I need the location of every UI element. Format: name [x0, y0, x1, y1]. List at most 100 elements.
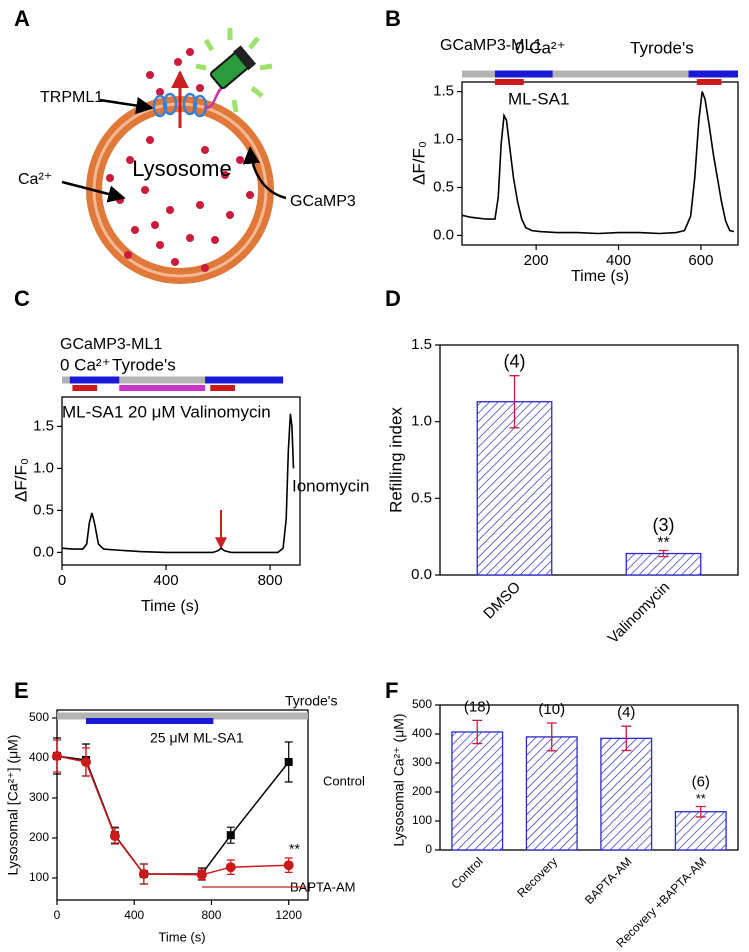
protocol-bar: [696, 79, 722, 85]
error-bar: [472, 719, 483, 745]
calcium-dot: [196, 201, 204, 209]
calcium-dot: [151, 221, 159, 229]
y-tick-label: 0: [425, 842, 432, 856]
channel-label: TRPML1: [40, 89, 103, 106]
x-tick-label: BAPTA-AM: [582, 854, 635, 907]
protocol-bar: [57, 712, 308, 720]
protocol-bar: [205, 376, 284, 384]
x-tick-label: Control: [448, 854, 485, 891]
x-tick-label: 0: [54, 908, 61, 922]
organelle-label: Lysosome: [132, 156, 231, 181]
n-label: (10): [538, 701, 565, 718]
y-tick-label: 1.5: [433, 83, 454, 100]
y-tick-label: 0.0: [411, 566, 432, 583]
bar: [476, 401, 553, 576]
significance: **: [696, 791, 706, 806]
y-tick-label: 1.0: [411, 413, 432, 430]
annotation: 0 Ca²⁺: [60, 355, 111, 374]
calcium-dots: [106, 48, 254, 272]
protocol-bar: [119, 385, 206, 391]
error-bar: [509, 375, 520, 429]
annotation: Tyrode's: [112, 355, 176, 374]
trpml1-pointer: [99, 96, 154, 115]
error-bar: [546, 722, 557, 752]
calcium-dot: [236, 156, 244, 164]
y-tick-label: 400: [412, 726, 432, 740]
x-tick-label: 1200: [275, 908, 302, 922]
series-label: BAPTA-AM: [290, 879, 356, 894]
x-tick-label: 400: [124, 908, 144, 922]
y-tick-label: 0.5: [411, 489, 432, 506]
y-tick-label: 1.0: [33, 459, 54, 476]
protocol-bar: [69, 376, 120, 384]
trpml1-channel: [152, 92, 208, 118]
bar: [600, 737, 653, 851]
calcium-dot: [131, 226, 139, 234]
y-tick-label: 1.5: [411, 336, 432, 353]
calcium-dot: [221, 171, 229, 179]
y-tick-label: 500: [29, 710, 49, 724]
x-tick-label: 800: [201, 908, 221, 922]
calcium-dot: [146, 136, 154, 144]
y-tick-label: 200: [412, 784, 432, 798]
panel-letter: C: [14, 286, 30, 311]
marker: [226, 831, 235, 840]
protocol-bar: [210, 385, 235, 391]
panel-letter: E: [14, 678, 29, 703]
marker: [283, 860, 294, 871]
n-label: (4): [504, 351, 526, 371]
y-tick-label: 0.0: [433, 226, 454, 243]
marker: [109, 831, 120, 841]
protocol-bar: [62, 376, 284, 384]
marker: [225, 862, 236, 873]
calcium-dot: [201, 264, 209, 272]
protocol-bar: [72, 385, 98, 391]
y-tick-label: 0.5: [433, 178, 454, 195]
y-tick-label: 1.5: [33, 417, 54, 434]
protocol-bar: [85, 718, 214, 724]
marker: [52, 751, 62, 761]
y-tick-label: 0.5: [33, 501, 54, 518]
x-tick-label: 600: [688, 252, 713, 269]
x-axis-label: Time (s): [571, 268, 629, 285]
x-tick-label: Valinomycin: [605, 579, 673, 647]
plot-frame: [439, 704, 739, 851]
y-tick-label: 0.0: [33, 543, 54, 560]
panel-letter: B: [385, 6, 401, 31]
sensor-label: GCaMP3: [290, 193, 356, 210]
calcium-dot: [171, 258, 179, 266]
linker: [203, 86, 223, 110]
annotation: **: [289, 841, 300, 857]
calcium-dot: [211, 236, 219, 244]
x-tick-label: 400: [154, 572, 179, 589]
marker: [284, 758, 293, 766]
calcium-dot: [186, 234, 194, 242]
y-tick-label: 300: [412, 755, 432, 769]
plot-frame: [461, 81, 739, 246]
annotation: ML-SA1: [508, 89, 569, 108]
y-tick-label: 100: [412, 813, 432, 827]
chart-title: GCaMP3-ML1: [60, 336, 162, 353]
y-tick-label: 300: [29, 790, 49, 804]
series-line: [56, 755, 290, 875]
y-tick-label: 200: [29, 830, 49, 844]
calcium-pointer: [61, 180, 126, 203]
calcium-dot: [201, 146, 209, 154]
calcium-dot: [124, 251, 132, 259]
series-line: [61, 413, 295, 554]
error-bar: [695, 805, 706, 818]
calcium-dot: [156, 241, 164, 249]
significance: **: [657, 535, 669, 552]
calcium-dot: [246, 191, 254, 199]
bar: [525, 736, 578, 851]
y-tick-label: 400: [29, 750, 49, 764]
annotation: Tyrode's: [285, 693, 337, 709]
x-axis-label: Time (s): [158, 929, 205, 944]
n-label: (6): [692, 773, 710, 790]
panel-letter: F: [385, 678, 398, 703]
n-label: (18): [464, 698, 491, 715]
marker: [80, 757, 91, 767]
x-tick-label: 800: [258, 572, 283, 589]
calcium-dot: [166, 206, 174, 214]
